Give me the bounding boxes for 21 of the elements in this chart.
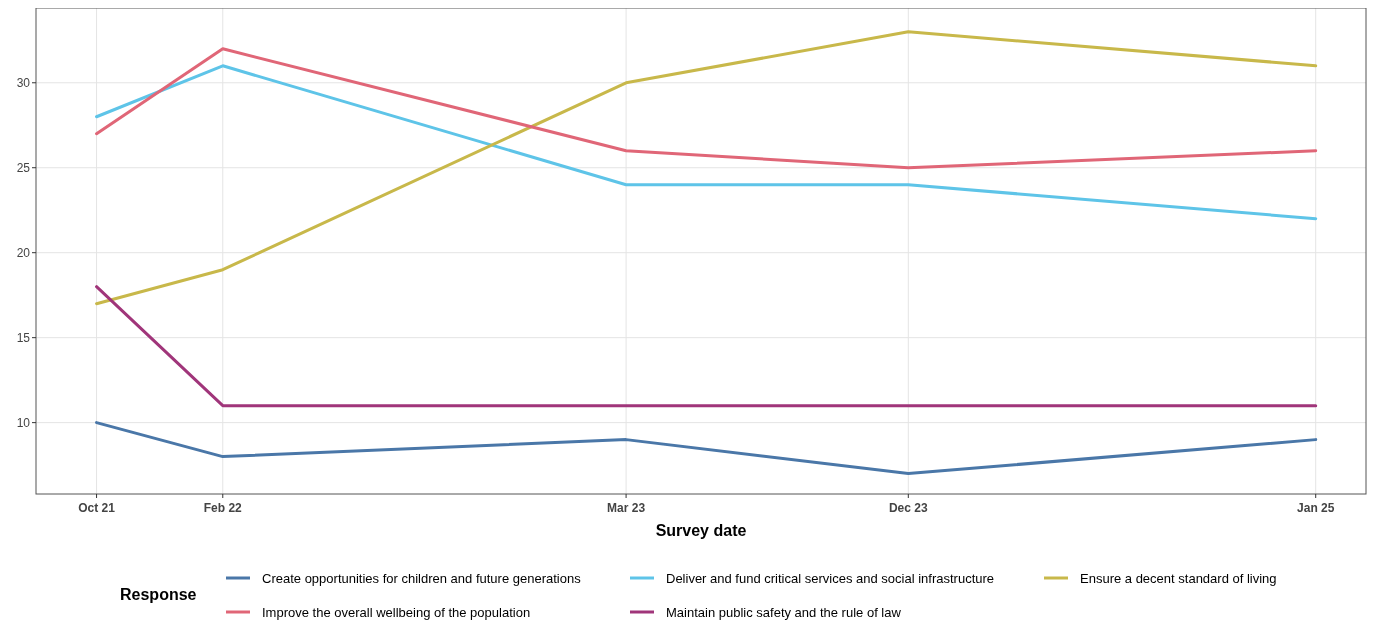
line-series	[95, 47, 1318, 170]
x-axis-title: Survey date	[655, 522, 747, 539]
x-tick-label: Dec 23	[888, 501, 928, 515]
x-tick-label: Jan 25	[1297, 501, 1335, 515]
legend-label: Improve the overall wellbeing of the population	[262, 604, 531, 620]
line-series	[95, 64, 1318, 221]
line-series	[95, 421, 1318, 476]
legend-title: Response	[120, 586, 197, 603]
y-tick-label: 10	[16, 415, 31, 430]
legend-label: Maintain public safety and the rule of law	[666, 604, 902, 620]
x-tick-label: Mar 23	[607, 501, 646, 515]
y-tick-label: 15	[16, 330, 31, 345]
legend-label: Deliver and fund critical services and social infrastructure	[666, 570, 995, 586]
y-tick-label: 30	[16, 75, 31, 90]
x-tick-label: Oct 21	[78, 501, 116, 515]
line-series	[95, 30, 1318, 306]
y-tick-label: 20	[16, 245, 31, 260]
y-tick-label: 25	[16, 160, 31, 175]
legend-label: Ensure a decent standard of living	[1080, 570, 1277, 586]
legend-label: Create opportunities for children and future generations	[262, 570, 582, 586]
x-tick-label: Feb 22	[203, 501, 243, 515]
